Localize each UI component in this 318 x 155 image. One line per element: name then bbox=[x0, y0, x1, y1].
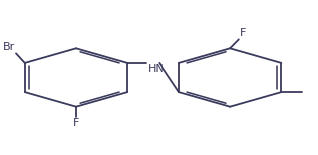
Text: F: F bbox=[240, 29, 246, 38]
Text: HN: HN bbox=[148, 64, 164, 74]
Text: Br: Br bbox=[3, 42, 15, 52]
Text: F: F bbox=[73, 118, 79, 128]
